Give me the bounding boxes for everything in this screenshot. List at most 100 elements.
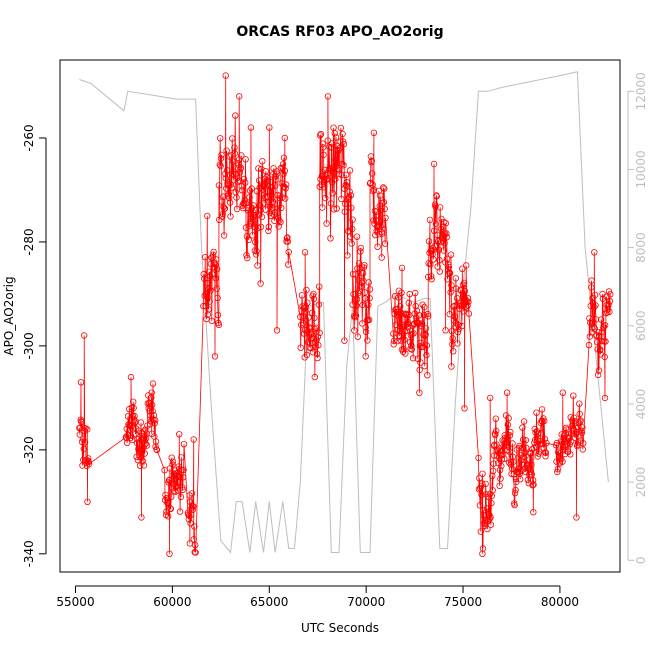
data-point [475, 486, 483, 493]
data-point [129, 398, 137, 405]
data-point [237, 164, 245, 171]
data-point [280, 170, 287, 178]
data-point [245, 236, 252, 244]
data-point [303, 351, 311, 359]
x-tick-label: 55000 [56, 595, 94, 609]
data-point [211, 353, 219, 360]
data-point [586, 315, 593, 322]
data-point [244, 254, 251, 262]
data-point [331, 169, 338, 176]
data-point [559, 389, 566, 396]
data-point [320, 183, 328, 191]
data-point [576, 400, 583, 407]
data-point [80, 332, 88, 339]
data-point [319, 140, 326, 147]
data-point [347, 233, 354, 240]
data-point [166, 476, 173, 483]
data-point [519, 424, 526, 431]
data-point [504, 421, 511, 428]
data-point [327, 200, 335, 207]
data-point [191, 541, 199, 549]
data-point [136, 462, 144, 469]
data-point [284, 238, 291, 245]
data-point [175, 465, 183, 473]
data-point [402, 350, 409, 357]
data-point [271, 209, 279, 216]
data-point [218, 151, 225, 159]
data-point [176, 473, 183, 480]
data-point [126, 426, 133, 433]
data-point [491, 441, 498, 449]
data-point [243, 251, 250, 259]
data-point [421, 362, 428, 370]
data-point [220, 232, 228, 239]
data-point [489, 487, 496, 494]
data-point [319, 204, 326, 211]
data-point [554, 468, 561, 476]
data-point [254, 224, 262, 232]
data-point [352, 312, 360, 319]
data-point [175, 431, 183, 438]
data-point [408, 342, 415, 349]
data-point [179, 474, 187, 481]
data-point [267, 173, 274, 180]
data-point [297, 313, 304, 321]
data-point [225, 194, 233, 202]
data-point [607, 291, 614, 298]
data-point [233, 205, 241, 213]
data-point [281, 183, 288, 190]
data-point [400, 345, 407, 353]
data-point [349, 225, 356, 233]
data-point [349, 216, 356, 223]
data-point [523, 444, 530, 451]
data-point [235, 93, 243, 100]
data-point [328, 144, 335, 151]
data-point [216, 135, 224, 142]
data-point [228, 135, 236, 142]
data-point [446, 269, 453, 276]
data-point [478, 491, 485, 498]
data-point [396, 332, 403, 340]
data-point [266, 203, 274, 210]
data-point [142, 426, 149, 433]
data-point [324, 175, 331, 183]
data-point [600, 323, 607, 330]
y-tick-label: -300 [22, 332, 36, 359]
data-point [448, 363, 455, 370]
data-point [429, 244, 437, 252]
data-point [453, 295, 461, 302]
data-point [406, 339, 414, 346]
data-point [567, 451, 574, 458]
data-point [594, 371, 602, 379]
data-point [283, 234, 291, 242]
data-point [368, 157, 375, 165]
data-point [445, 261, 452, 268]
data-point [605, 301, 612, 308]
data-point [432, 203, 439, 210]
data-point [338, 171, 345, 179]
data-point [135, 447, 142, 455]
data-point [444, 276, 451, 283]
data-point [463, 262, 470, 269]
data-point [465, 310, 473, 317]
data-point [311, 314, 318, 322]
y-tick-label: -340 [22, 540, 36, 567]
data-point [353, 302, 360, 309]
data-point [273, 327, 281, 334]
data-point [510, 458, 517, 465]
data-point [148, 394, 155, 401]
data-point [211, 260, 218, 267]
data-point [442, 220, 449, 227]
data-point [448, 282, 455, 289]
data-point [598, 337, 605, 345]
y2-tick-label: 2000 [634, 467, 648, 498]
data-point [325, 169, 332, 176]
data-point [366, 295, 373, 302]
data-point [563, 426, 570, 433]
data-point [378, 254, 385, 261]
data-point [178, 466, 185, 474]
data-point [206, 298, 213, 305]
data-point [364, 337, 371, 344]
data-point [272, 182, 279, 189]
data-point [225, 190, 232, 198]
